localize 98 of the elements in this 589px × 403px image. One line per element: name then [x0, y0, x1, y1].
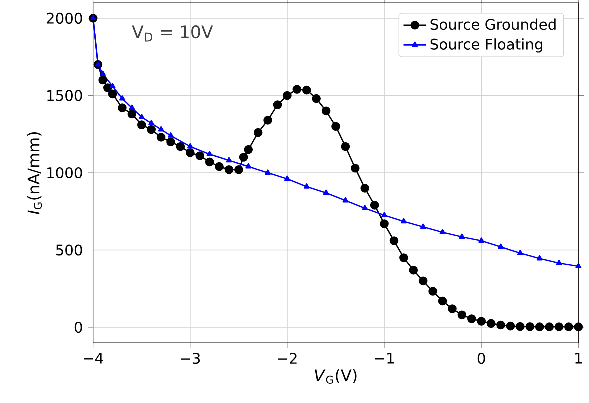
point	[400, 218, 407, 224]
point	[467, 314, 476, 324]
point	[273, 100, 282, 110]
point	[496, 320, 506, 330]
point	[205, 158, 214, 167]
point	[536, 255, 543, 261]
point	[312, 94, 321, 104]
point	[459, 234, 466, 240]
point	[409, 266, 418, 275]
x-tick-label: −3	[181, 353, 200, 364]
point	[428, 287, 438, 296]
point	[526, 322, 535, 332]
point	[486, 319, 496, 328]
point	[322, 106, 331, 116]
point	[128, 110, 137, 119]
legend-label: Source Grounded	[430, 18, 556, 30]
point	[264, 116, 272, 125]
point	[420, 224, 426, 230]
point	[95, 61, 102, 67]
point	[138, 114, 145, 120]
point	[516, 322, 525, 332]
point	[98, 76, 108, 85]
y-tick-label: 1500	[48, 90, 82, 102]
x-tick-label: 1	[576, 353, 582, 364]
point	[224, 165, 234, 174]
point	[545, 322, 554, 332]
point	[400, 254, 408, 262]
point	[564, 322, 574, 332]
point	[110, 83, 116, 88]
point	[304, 184, 310, 189]
point	[206, 151, 213, 156]
y-tick-label: 500	[56, 244, 82, 256]
point	[156, 133, 166, 142]
annotation: V$_{D}$ = 10V	[132, 25, 214, 42]
point	[158, 126, 164, 132]
point	[351, 164, 360, 173]
point	[108, 90, 118, 99]
y-tick-label: 2000	[47, 12, 82, 24]
point	[323, 190, 330, 196]
point	[498, 244, 504, 250]
point	[362, 205, 368, 211]
x-axis-title: V$_{G}$(V)	[315, 369, 357, 384]
point	[254, 128, 263, 138]
point	[119, 95, 126, 101]
point	[196, 152, 205, 160]
point	[382, 212, 388, 218]
point	[239, 153, 248, 162]
point	[458, 310, 467, 320]
point	[535, 322, 544, 332]
point	[244, 145, 254, 154]
point	[90, 15, 96, 20]
point	[390, 236, 399, 246]
legend-label: Source Floating	[430, 38, 542, 53]
point	[342, 197, 349, 203]
point	[478, 238, 485, 243]
point	[440, 229, 446, 234]
point	[506, 322, 516, 331]
point	[380, 220, 389, 228]
point	[129, 104, 136, 110]
point	[302, 86, 312, 95]
point	[226, 157, 232, 163]
point	[118, 104, 127, 112]
point	[234, 165, 244, 174]
point	[477, 317, 486, 326]
point	[341, 142, 350, 152]
point	[332, 122, 340, 132]
point	[284, 176, 290, 182]
point	[556, 260, 562, 266]
point	[438, 296, 448, 306]
point	[448, 304, 457, 314]
point	[292, 85, 302, 94]
x-tick-label: −1	[375, 353, 394, 364]
point	[517, 250, 524, 256]
point	[574, 322, 584, 332]
y-tick-label: 0	[74, 322, 82, 334]
point	[554, 322, 564, 332]
point	[265, 170, 272, 175]
point	[418, 276, 428, 286]
point	[360, 184, 370, 193]
y-axis-title: I$_{G}$(nA/mm)	[27, 132, 42, 214]
y-tick-label: 1000	[48, 167, 82, 179]
point	[215, 162, 224, 172]
point	[100, 70, 106, 76]
point	[186, 148, 195, 158]
point	[246, 163, 252, 169]
x-tick-label: 0	[478, 353, 486, 364]
point	[166, 138, 176, 146]
point	[187, 143, 194, 149]
x-tick-label: −2	[278, 353, 297, 364]
point	[147, 125, 156, 134]
point	[148, 120, 155, 126]
x-tick-label: −4	[84, 353, 104, 364]
point	[137, 120, 146, 130]
point	[168, 132, 174, 138]
point	[176, 142, 186, 152]
point	[370, 201, 380, 210]
point	[283, 91, 292, 100]
point	[576, 263, 582, 268]
